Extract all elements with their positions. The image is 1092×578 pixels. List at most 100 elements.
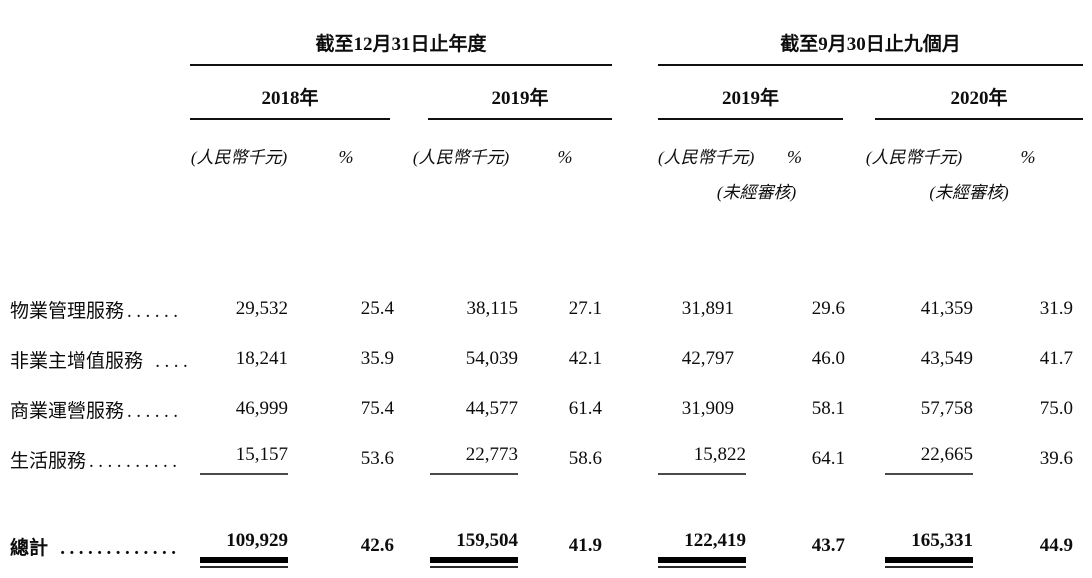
year-2019-9m-cell: 2019年	[658, 65, 855, 120]
double-rule: 109,929	[200, 530, 288, 568]
double-rule: 159,504	[430, 530, 518, 568]
unit-label-2019-9m: (人民幣千元)	[658, 148, 755, 167]
amount-cell: 29,532	[235, 298, 288, 319]
dot-leader: ......	[127, 300, 183, 322]
table-row-commercial-operation: 商業運營服務...... 46,999 75.4 44,577 61.4 31,…	[10, 384, 1083, 434]
unaudited-note-row: (未經審核) (未經審核)	[10, 172, 1083, 222]
double-rule: 165,331	[885, 530, 974, 568]
total-percent-cell: 44.9	[1039, 535, 1074, 556]
amount-cell: 15,157	[190, 434, 298, 484]
empty-cell	[10, 484, 1083, 526]
spacer-row	[10, 484, 1083, 526]
spacer-row	[10, 222, 1083, 284]
amount-cell: 22,773	[404, 434, 528, 484]
empty-cell	[10, 120, 190, 172]
amount-cell: 41,359	[920, 298, 974, 319]
unaudited-note-2019-9m: (未經審核)	[716, 183, 797, 202]
percent-cell: 75.4	[360, 398, 394, 419]
percent-cell: 61.4	[568, 398, 603, 419]
unit-header-row: (人民幣千元) % (人民幣千元) % (人民幣千元) % (人民幣千元) %	[10, 120, 1083, 172]
percent-cell: 25.4	[360, 298, 394, 319]
total-amount-cell: 165,331	[855, 526, 983, 568]
percent-cell: 58.1	[811, 398, 846, 419]
row-label: 生活服務	[10, 450, 87, 472]
empty-cell	[10, 65, 190, 120]
column-gap	[612, 434, 658, 484]
amount-cell: 42,797	[681, 348, 735, 369]
empty-cell	[190, 172, 404, 222]
column-gap	[612, 334, 658, 384]
column-gap	[612, 526, 658, 566]
period-group-year-ended: 截至12月31日止年度	[190, 0, 613, 66]
revenue-breakdown-table: 截至12月31日止年度 截至9月30日止九個月 2018年 2019年 2019…	[10, 0, 1084, 568]
year-header-row: 2018年 2019年 2019年 2020年	[10, 65, 1084, 120]
total-percent-cell: 43.7	[811, 535, 846, 556]
subtotal-rule: 22,665	[885, 444, 974, 475]
row-label-cell: 物業管理服務......	[10, 284, 190, 334]
total-label: 總計	[10, 537, 49, 559]
percent-cell: 41.7	[1039, 348, 1074, 369]
percent-cell: 35.9	[360, 348, 394, 369]
percent-cell: 27.1	[568, 298, 603, 319]
amount-cell: 31,891	[681, 298, 735, 319]
year-2019-cell: 2019年	[404, 65, 613, 120]
row-label: 物業管理服務	[10, 300, 125, 322]
column-gap	[612, 284, 658, 334]
row-label-cell: 非業主增值服務 ....	[10, 334, 190, 384]
amount-cell: 44,577	[465, 398, 518, 419]
year-2020-9m-cell: 2020年	[855, 65, 1084, 120]
amount-cell: 22,665	[855, 434, 983, 484]
percent-cell: 46.0	[811, 348, 846, 369]
percent-cell: 53.6	[360, 448, 394, 469]
period-group-header-row: 截至12月31日止年度 截至9月30日止九個月	[10, 0, 1084, 66]
column-gap	[612, 384, 658, 434]
percent-cell: 42.1	[568, 348, 603, 369]
unit-label-2019: (人民幣千元)	[412, 148, 510, 167]
amount-cell: 31,909	[681, 398, 735, 419]
total-amount-cell: 159,504	[404, 526, 528, 568]
total-amount-cell: 122,419	[658, 526, 747, 568]
dot-leader: ......	[127, 400, 183, 422]
dot-leader: .............	[51, 537, 181, 559]
dot-leader: ....	[146, 350, 193, 372]
double-rule: 122,419	[658, 530, 747, 568]
period-group-nine-months: 截至9月30日止九個月	[658, 0, 1084, 66]
total-percent-cell: 41.9	[568, 535, 603, 556]
unaudited-note-2020-9m: (未經審核)	[929, 183, 1009, 202]
percent-cell: 31.9	[1039, 298, 1074, 319]
amount-cell: 15,822	[658, 434, 747, 484]
percent-cell: 64.1	[811, 448, 846, 469]
unit-label-2020-9m: (人民幣千元)	[865, 148, 963, 167]
column-gap	[612, 65, 658, 120]
amount-cell: 43,549	[920, 348, 974, 369]
percent-cell: 58.6	[568, 448, 603, 469]
empty-cell	[10, 0, 190, 65]
subtotal-rule: 15,822	[658, 444, 747, 475]
row-label: 商業運營服務	[10, 400, 125, 422]
column-gap	[612, 0, 658, 65]
column-gap	[612, 172, 658, 222]
total-percent-cell: 42.6	[360, 535, 394, 556]
table-row-property-management: 物業管理服務...... 29,532 25.4 38,115 27.1 31,…	[10, 284, 1083, 334]
unit-label-2018: (人民幣千元)	[190, 148, 288, 167]
percent-cell: 75.0	[1039, 398, 1074, 419]
empty-cell	[10, 172, 190, 222]
subtotal-rule: 22,773	[430, 444, 518, 475]
empty-cell	[404, 172, 612, 222]
amount-cell: 46,999	[235, 398, 288, 419]
year-2018-label: 2018年	[190, 83, 390, 120]
table-row-living-services: 生活服務.......... 15,157 53.6 22,773 58.6 1…	[10, 434, 1083, 484]
subtotal-rule: 15,157	[200, 444, 288, 475]
pct-label-2019: %	[557, 147, 573, 167]
amount-cell: 54,039	[465, 348, 518, 369]
row-label: 非業主增值服務	[10, 350, 144, 372]
column-gap	[612, 120, 658, 172]
table-row-nonowner-vas: 非業主增值服務 .... 18,241 35.9 54,039 42.1 42,…	[10, 334, 1083, 384]
pct-label-2019-9m: %	[787, 147, 803, 167]
pct-label-2020-9m: %	[1020, 147, 1036, 167]
pct-label-2018: %	[338, 147, 354, 167]
row-label-cell: 商業運營服務......	[10, 384, 190, 434]
year-2019-9m-label: 2019年	[658, 83, 844, 120]
row-label-cell: 總計 .............	[10, 526, 190, 566]
year-2018-cell: 2018年	[190, 65, 404, 120]
